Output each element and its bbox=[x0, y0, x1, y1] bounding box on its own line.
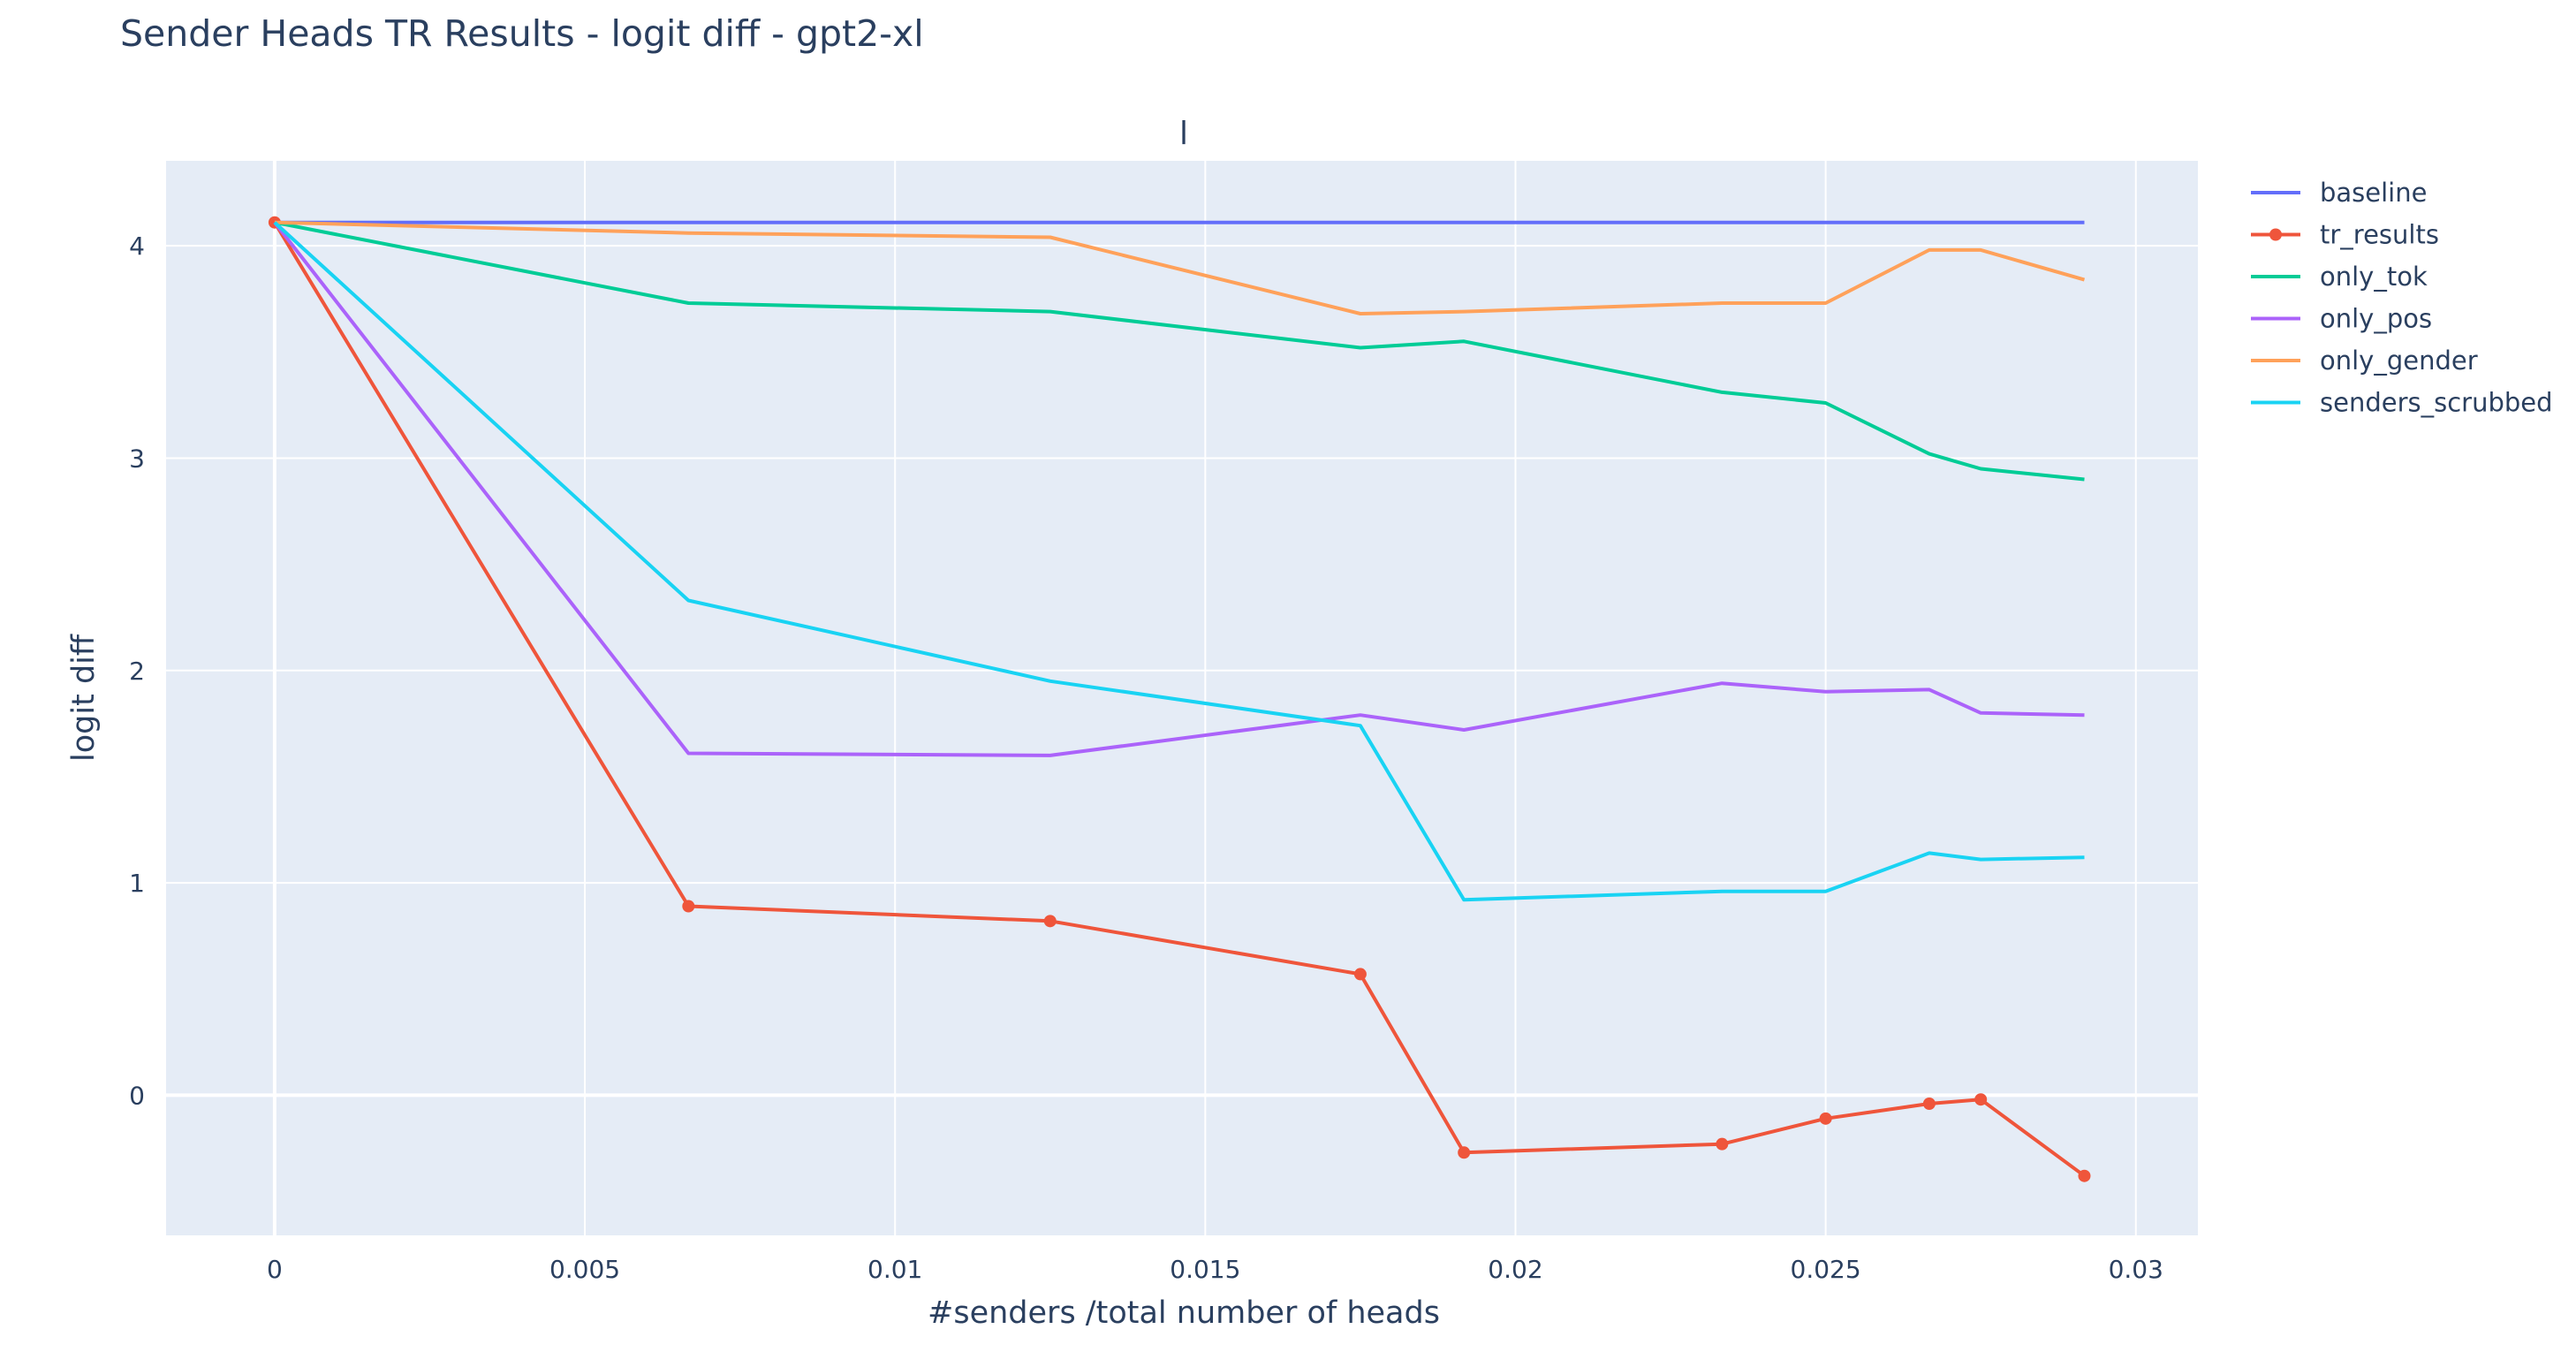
series-layer bbox=[268, 216, 2091, 1182]
data-point-tr_results bbox=[1458, 1146, 1471, 1159]
series-line-senders_scrubbed bbox=[273, 221, 2085, 902]
x-tick-label: 0.02 bbox=[1488, 1255, 1542, 1284]
data-point-tr_results bbox=[682, 900, 695, 913]
data-point-tr_results bbox=[1043, 915, 1057, 928]
legend-item-only_gender[interactable]: only_gender bbox=[2251, 346, 2478, 376]
y-tick-label: 2 bbox=[129, 657, 145, 686]
data-point-tr_results bbox=[1353, 968, 1367, 981]
legend-item-baseline[interactable]: baseline bbox=[2251, 178, 2427, 208]
legend-label: senders_scrubbed bbox=[2320, 388, 2553, 418]
chart-title: Sender Heads TR Results - logit diff - g… bbox=[120, 12, 924, 55]
legend-item-only_tok[interactable]: only_tok bbox=[2251, 262, 2428, 292]
legend-label: only_gender bbox=[2320, 346, 2478, 376]
series-line-only_gender bbox=[274, 220, 2086, 315]
y-axis-label: logit diff bbox=[66, 634, 102, 762]
x-tick-labels: 0 0.005 0.01 0.015 0.02 0.025 0.03 bbox=[267, 1255, 2163, 1284]
data-point-tr_results bbox=[1922, 1098, 1936, 1111]
y-tick-labels: 0 1 2 3 4 bbox=[129, 232, 145, 1110]
x-tick-label: 0.015 bbox=[1170, 1255, 1240, 1284]
data-point-tr_results bbox=[1819, 1112, 1832, 1125]
x-tick-label: 0.025 bbox=[1791, 1255, 1861, 1284]
y-tick-label: 3 bbox=[129, 444, 145, 473]
y-tick-label: 1 bbox=[129, 869, 145, 898]
series-line-only_tok bbox=[274, 220, 2085, 482]
data-point-tr_results bbox=[2078, 1169, 2091, 1182]
plot-area bbox=[166, 161, 2198, 1235]
legend-label: baseline bbox=[2320, 178, 2427, 208]
series-line-only_pos bbox=[273, 221, 2085, 757]
y-tick-label: 4 bbox=[129, 232, 145, 261]
legend-item-tr_results[interactable]: tr_results bbox=[2251, 220, 2439, 250]
x-axis-label: #senders /total number of heads bbox=[928, 1295, 1440, 1331]
legend-item-senders_scrubbed[interactable]: senders_scrubbed bbox=[2251, 388, 2553, 418]
data-point-tr_results bbox=[1974, 1093, 1988, 1106]
legend-label: only_pos bbox=[2320, 304, 2432, 334]
series-line-tr_results bbox=[273, 221, 2086, 1178]
legend-label: tr_results bbox=[2320, 220, 2439, 250]
legend-label: only_tok bbox=[2320, 262, 2428, 292]
x-tick-label: 0.03 bbox=[2109, 1255, 2163, 1284]
legend-marker bbox=[2269, 228, 2282, 241]
legend-item-only_pos[interactable]: only_pos bbox=[2251, 304, 2432, 334]
x-tick-label: 0 bbox=[267, 1255, 283, 1284]
data-point-tr_results bbox=[1716, 1137, 1729, 1151]
chart-subtitle: l bbox=[1179, 116, 1188, 152]
y-tick-label: 0 bbox=[129, 1081, 145, 1110]
x-tick-label: 0.01 bbox=[868, 1255, 922, 1284]
x-tick-label: 0.005 bbox=[549, 1255, 620, 1284]
legend[interactable]: baseline tr_results only_tok only_pos only_g… bbox=[2251, 178, 2553, 418]
grid-lines bbox=[166, 161, 2198, 1235]
